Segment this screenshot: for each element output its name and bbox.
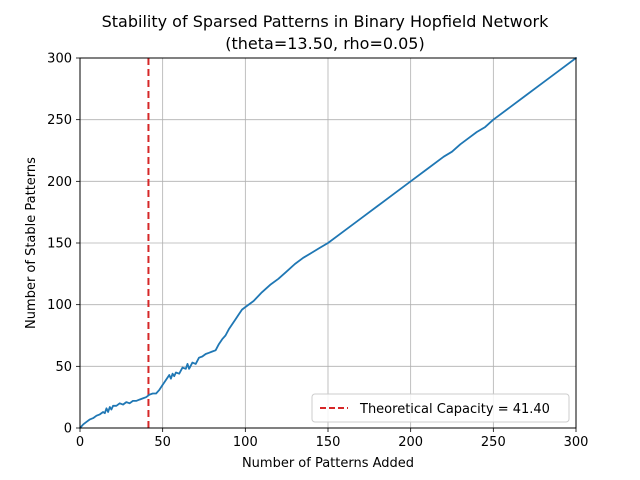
legend: Theoretical Capacity = 41.40	[311, 393, 570, 423]
y-tick-label-50: 50	[55, 360, 72, 375]
y-tick-label-0: 0	[64, 422, 72, 437]
x-tick-label-250: 250	[481, 435, 506, 450]
x-tick-label-200: 200	[398, 435, 423, 450]
y-tick-label-200: 200	[47, 175, 72, 190]
y-ticks: 0 50 100 150 200 250 300	[47, 52, 80, 437]
x-tick-label-0: 0	[76, 435, 84, 450]
series-group	[79, 57, 577, 429]
x-axis-label: Number of Patterns Added	[242, 456, 414, 471]
series-line-0	[79, 57, 577, 429]
x-ticks: 0 50 100 150 200 250 300	[76, 428, 589, 450]
x-tick-label-50: 50	[154, 435, 171, 450]
y-tick-label-250: 250	[47, 113, 72, 128]
y-tick-label-300: 300	[47, 52, 72, 67]
chart-title: Stability of Sparsed Patterns in Binary …	[102, 12, 549, 31]
x-tick-label-150: 150	[316, 435, 341, 450]
x-tick-label-100: 100	[233, 435, 258, 450]
legend-label-theoretical-capacity: Theoretical Capacity = 41.40	[359, 402, 550, 417]
y-axis-label: Number of Stable Patterns	[24, 157, 39, 329]
legend-box	[311, 393, 570, 423]
y-tick-label-100: 100	[47, 298, 72, 313]
chart-subtitle: (theta=13.50, rho=0.05)	[225, 34, 424, 53]
x-tick-label-300: 300	[564, 435, 589, 450]
y-tick-label-150: 150	[47, 237, 72, 252]
